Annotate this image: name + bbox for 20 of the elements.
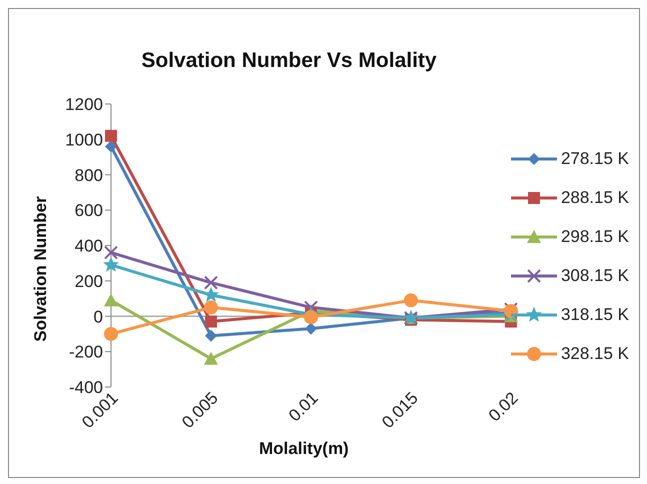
x-tick-label: 0.02: [484, 388, 522, 426]
y-tick-label: 400: [74, 236, 103, 256]
y-tick-label: 800: [74, 166, 103, 185]
y-tick-label: 1200: [65, 95, 103, 114]
legend-label: 298.15 K: [560, 227, 629, 247]
y-tick-label: 0: [94, 307, 103, 326]
chart-title: Solvation Number Vs Molality: [140, 49, 438, 73]
legend-label: 308.15 K: [560, 266, 629, 286]
y-tick-label: 1000: [65, 130, 103, 150]
x-axis-title: Molality(m): [259, 439, 349, 459]
y-axis-title: Solvation Number: [31, 196, 51, 342]
y-tick-label: 200: [74, 272, 103, 291]
legend-label: 278.15 K: [560, 149, 629, 169]
legend-label: 288.15 K: [560, 188, 629, 208]
legend-label: 328.15 K: [560, 344, 629, 364]
y-tick-label: -200: [68, 342, 103, 362]
y-tick-label: 600: [74, 201, 103, 220]
y-tick-label: -400: [68, 378, 103, 398]
legend-label: 318.15 K: [560, 305, 629, 325]
x-tick-label: 0.01: [284, 388, 322, 426]
